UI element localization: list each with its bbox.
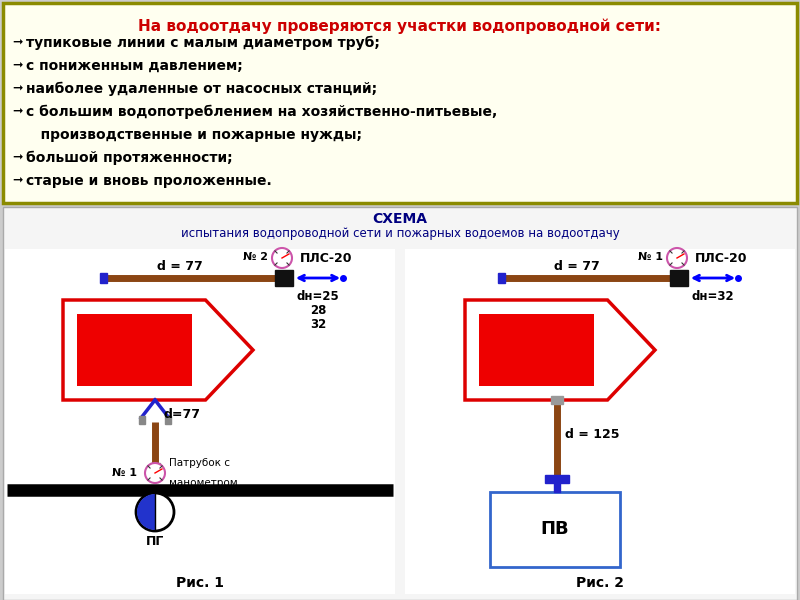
- Text: старые и вновь проложенные.: старые и вновь проложенные.: [26, 174, 272, 188]
- FancyBboxPatch shape: [5, 249, 395, 594]
- Bar: [150, 463, 160, 473]
- FancyBboxPatch shape: [3, 3, 797, 203]
- Text: 32: 32: [310, 318, 326, 331]
- Text: d = 77: d = 77: [554, 260, 599, 273]
- Text: с пониженным давлением;: с пониженным давлением;: [26, 59, 242, 73]
- Text: № 1: № 1: [112, 468, 137, 478]
- Text: ➞: ➞: [12, 174, 22, 187]
- Bar: [165, 416, 171, 424]
- Text: СХЕМА: СХЕМА: [373, 212, 427, 226]
- Bar: [554, 482, 560, 492]
- Bar: [275, 270, 293, 286]
- Text: ➞: ➞: [12, 82, 22, 95]
- Text: Рис. 1: Рис. 1: [176, 576, 224, 590]
- Bar: [670, 270, 688, 286]
- Polygon shape: [479, 314, 594, 386]
- Text: ➞: ➞: [12, 59, 22, 72]
- FancyBboxPatch shape: [3, 207, 797, 600]
- Text: На водоотдачу проверяются участки водопроводной сети:: На водоотдачу проверяются участки водопр…: [138, 18, 662, 34]
- Bar: [498, 273, 505, 283]
- Text: ➞: ➞: [12, 36, 22, 49]
- Text: манометром: манометром: [169, 478, 238, 488]
- Wedge shape: [137, 494, 155, 530]
- Text: Рис. 2: Рис. 2: [576, 576, 624, 590]
- Circle shape: [136, 493, 174, 531]
- Circle shape: [272, 248, 292, 268]
- Circle shape: [145, 463, 165, 483]
- Circle shape: [667, 248, 687, 268]
- Text: Патрубок с: Патрубок с: [169, 458, 230, 468]
- Text: ПВ: ПВ: [541, 520, 570, 539]
- Text: ПЛС-20: ПЛС-20: [695, 251, 747, 265]
- Bar: [139, 416, 145, 424]
- Bar: [551, 396, 563, 404]
- Text: 28: 28: [310, 304, 326, 317]
- Text: с большим водопотреблением на хозяйственно-питьевые,: с большим водопотреблением на хозяйствен…: [26, 105, 498, 119]
- Polygon shape: [465, 300, 655, 400]
- FancyBboxPatch shape: [405, 249, 795, 594]
- Bar: [545, 475, 569, 483]
- Text: испытания водопроводной сети и пожарных водоемов на водоотдачу: испытания водопроводной сети и пожарных …: [181, 227, 619, 240]
- Text: производственные и пожарные нужды;: производственные и пожарные нужды;: [26, 128, 362, 142]
- Text: наиболее удаленные от насосных станций;: наиболее удаленные от насосных станций;: [26, 82, 377, 97]
- Text: тупиковые линии с малым диаметром труб;: тупиковые линии с малым диаметром труб;: [26, 36, 380, 50]
- Text: ➞: ➞: [12, 105, 22, 118]
- Bar: [100, 273, 107, 283]
- Text: № 1: № 1: [638, 252, 663, 262]
- Text: d = 125: d = 125: [565, 428, 619, 442]
- Text: большой протяженности;: большой протяженности;: [26, 151, 233, 166]
- Text: dн=25: dн=25: [297, 290, 339, 303]
- FancyBboxPatch shape: [490, 492, 620, 567]
- Text: dн=32: dн=32: [692, 290, 734, 303]
- Text: d = 77: d = 77: [157, 260, 203, 273]
- Text: d=77: d=77: [163, 409, 200, 421]
- Text: № 2: № 2: [243, 252, 268, 262]
- Text: ПГ: ПГ: [146, 535, 164, 548]
- Polygon shape: [63, 300, 253, 400]
- Text: ➞: ➞: [12, 151, 22, 164]
- Text: ПЛС-20: ПЛС-20: [300, 251, 353, 265]
- Polygon shape: [77, 314, 191, 386]
